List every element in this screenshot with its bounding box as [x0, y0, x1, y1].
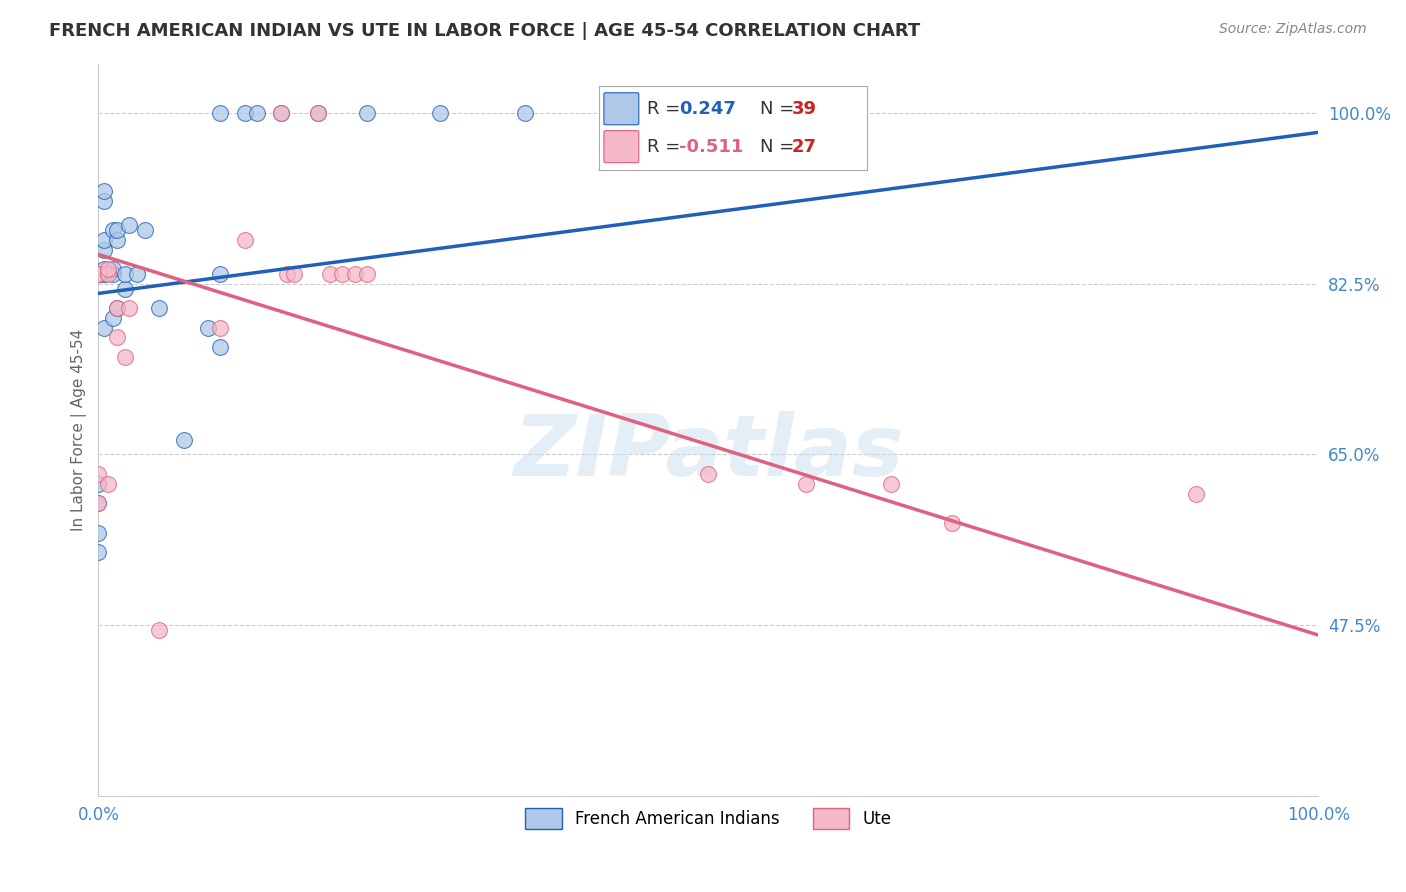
Point — [93, 267, 115, 281]
Point — [270, 106, 292, 120]
Point — [197, 320, 219, 334]
Point — [429, 106, 451, 120]
Point — [93, 233, 115, 247]
Text: FRENCH AMERICAN INDIAN VS UTE IN LABOR FORCE | AGE 45-54 CORRELATION CHART: FRENCH AMERICAN INDIAN VS UTE IN LABOR F… — [49, 22, 921, 40]
Point — [356, 106, 378, 120]
Point — [101, 267, 124, 281]
Point — [101, 223, 124, 237]
Point — [87, 525, 110, 540]
Point — [307, 106, 329, 120]
Point — [87, 267, 110, 281]
Point — [87, 496, 110, 510]
Point — [87, 496, 110, 510]
Point — [105, 223, 128, 237]
Point — [134, 223, 156, 237]
Point — [209, 267, 232, 281]
Point — [246, 106, 269, 120]
Legend: French American Indians, Ute: French American Indians, Ute — [519, 802, 898, 835]
Point — [101, 262, 124, 277]
Point — [307, 106, 329, 120]
Point — [1185, 486, 1208, 500]
Point — [97, 262, 120, 277]
Point — [118, 218, 141, 232]
Point — [148, 301, 170, 315]
Point — [87, 267, 110, 281]
Point — [101, 310, 124, 325]
Point — [127, 267, 149, 281]
Point — [105, 330, 128, 344]
Point — [941, 516, 963, 530]
Point — [87, 476, 110, 491]
Point — [114, 350, 136, 364]
Point — [114, 267, 136, 281]
Point — [105, 301, 128, 315]
Point — [209, 340, 232, 354]
Point — [794, 476, 817, 491]
Point — [93, 184, 115, 198]
Point — [118, 301, 141, 315]
Text: ZIPatlas: ZIPatlas — [513, 410, 904, 493]
Point — [880, 476, 903, 491]
Point — [515, 106, 537, 120]
Point — [319, 267, 342, 281]
Point — [97, 267, 120, 281]
Point — [283, 267, 305, 281]
Point — [209, 320, 232, 334]
Point — [87, 267, 110, 281]
Point — [93, 194, 115, 208]
Point — [114, 281, 136, 295]
Point — [330, 267, 353, 281]
Point — [93, 267, 115, 281]
Point — [97, 476, 120, 491]
Point — [87, 267, 110, 281]
Point — [276, 267, 298, 281]
Point — [93, 320, 115, 334]
Point — [233, 106, 256, 120]
Point — [87, 467, 110, 481]
Point — [105, 233, 128, 247]
Point — [233, 233, 256, 247]
Point — [148, 623, 170, 637]
Point — [343, 267, 366, 281]
Point — [270, 106, 292, 120]
Point — [209, 106, 232, 120]
Point — [105, 301, 128, 315]
Point — [93, 262, 115, 277]
Point — [93, 243, 115, 257]
Point — [697, 467, 720, 481]
Y-axis label: In Labor Force | Age 45-54: In Labor Force | Age 45-54 — [72, 329, 87, 532]
Point — [356, 267, 378, 281]
Point — [87, 545, 110, 559]
Text: Source: ZipAtlas.com: Source: ZipAtlas.com — [1219, 22, 1367, 37]
Point — [173, 433, 195, 447]
